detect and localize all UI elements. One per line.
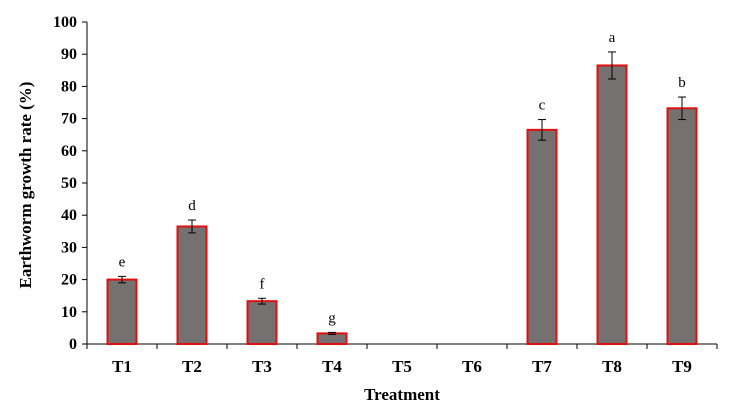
- x-tick-label: T9: [672, 357, 692, 376]
- bar-t4: [316, 332, 348, 345]
- bar-t9: [666, 107, 698, 345]
- significance-letter-t2: d: [188, 198, 196, 214]
- error-bars: [118, 51, 686, 335]
- significance-letter-t9: b: [678, 75, 686, 91]
- y-tick-label: 40: [61, 207, 77, 224]
- bar-t1: [106, 278, 138, 346]
- y-tick-label: 80: [61, 78, 77, 95]
- y-tick-label: 0: [69, 336, 77, 353]
- bar-t3: [246, 300, 278, 346]
- bar-t2: [176, 225, 208, 345]
- y-tick-label: 90: [61, 46, 77, 63]
- y-axis-title: Earthworm growth rate (%): [16, 82, 35, 289]
- y-tick-label: 30: [61, 239, 77, 256]
- x-tick-label: T8: [602, 357, 622, 376]
- significance-letters: e d f g c a b: [119, 30, 686, 326]
- x-tick-label: T4: [322, 357, 342, 376]
- bar-t7: [526, 128, 558, 345]
- significance-letter-t7: c: [539, 98, 546, 114]
- bars: [106, 64, 698, 346]
- y-axis-ticks: 0 10 20 30 40 50 60 70 80 90 100: [53, 14, 87, 353]
- significance-letter-t3: f: [260, 276, 265, 292]
- significance-letter-t1: e: [119, 254, 126, 270]
- y-tick-label: 60: [61, 143, 77, 160]
- significance-letter-t8: a: [609, 30, 616, 46]
- x-tick-label: T3: [252, 357, 272, 376]
- bar-t8: [596, 64, 628, 345]
- y-tick-label: 50: [61, 175, 77, 192]
- significance-letter-t4: g: [328, 310, 336, 326]
- x-tick-label: T6: [462, 357, 482, 376]
- x-axis-title: Treatment: [364, 385, 440, 404]
- x-tick-label: T1: [112, 357, 132, 376]
- y-tick-label: 70: [61, 111, 77, 128]
- x-tick-label: T2: [182, 357, 202, 376]
- y-tick-label: 10: [61, 304, 77, 321]
- y-tick-label: 20: [61, 272, 77, 289]
- y-tick-label: 100: [53, 14, 77, 31]
- x-tick-label: T7: [532, 357, 552, 376]
- x-axis-ticks: T1 T2 T3 T4 T5 T6 T7 T8 T9: [86, 344, 718, 376]
- x-tick-label: T5: [392, 357, 412, 376]
